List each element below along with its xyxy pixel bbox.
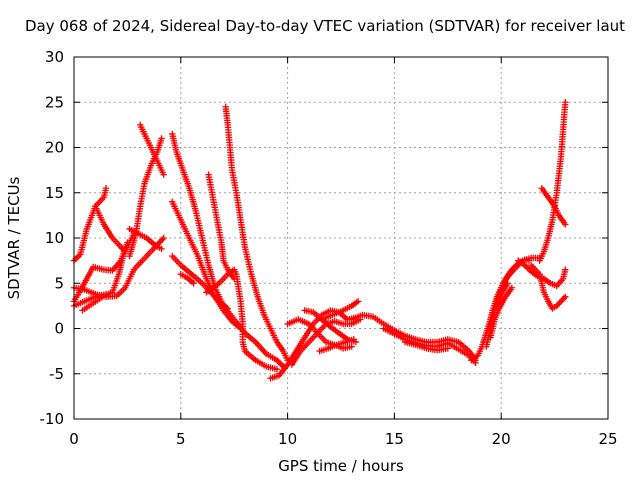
- series-track-x: [401, 338, 451, 354]
- x-tick-label: 10: [278, 430, 297, 448]
- x-tick-label: 20: [492, 430, 511, 448]
- data-point: [102, 290, 110, 298]
- x-tick-label: 5: [176, 430, 186, 448]
- x-tick-label: 25: [598, 430, 617, 448]
- data-point: [158, 135, 165, 142]
- x-axis-label: GPS time / hours: [278, 457, 404, 475]
- y-tick-label: 20: [45, 139, 64, 157]
- y-tick-label: 30: [45, 48, 64, 66]
- plot-frame: [73, 56, 609, 420]
- series-track-k: [169, 252, 231, 312]
- data-point: [160, 234, 167, 242]
- series-track-a: [70, 185, 110, 264]
- y-tick-label: 10: [45, 229, 64, 247]
- data-point: [190, 280, 197, 287]
- data-point: [562, 221, 569, 228]
- series-track-i: [169, 130, 287, 370]
- y-tick-label: 25: [45, 93, 64, 111]
- data-point: [525, 257, 533, 264]
- series-track-ad: [527, 261, 569, 312]
- y-tick-label: -10: [40, 410, 65, 428]
- y-tick-label: 5: [54, 274, 64, 292]
- data-point: [504, 280, 511, 287]
- data-point: [160, 171, 167, 178]
- series-track-ae: [536, 99, 569, 264]
- x-tick-label: 0: [69, 430, 79, 448]
- data-point: [122, 248, 129, 255]
- series-track-o: [203, 266, 281, 373]
- chart-title: Day 068 of 2024, Sidereal Day-to-day VTE…: [25, 17, 625, 35]
- series-track-l: [177, 271, 197, 287]
- data-series: [70, 99, 569, 382]
- series-track-af: [538, 185, 569, 228]
- series-track-t: [316, 336, 358, 355]
- series-track-u: [318, 298, 362, 323]
- data-point: [354, 298, 362, 305]
- data-point: [158, 245, 165, 253]
- data-point: [224, 305, 231, 312]
- data-point: [562, 293, 569, 301]
- y-tick-label: 0: [54, 320, 64, 338]
- series-track-n: [222, 103, 291, 364]
- series-track-v: [348, 311, 479, 364]
- data-point: [348, 343, 355, 350]
- series-track-ag: [70, 290, 110, 310]
- data-point: [562, 99, 569, 106]
- y-axis-label: SDTVAR / TECUs: [5, 176, 23, 299]
- data-point: [444, 345, 451, 352]
- data-point: [102, 185, 110, 192]
- x-tick-label: 15: [385, 430, 404, 448]
- grid-lines: [74, 57, 608, 419]
- series-track-h: [137, 121, 167, 178]
- data-point: [508, 284, 516, 291]
- data-point: [350, 336, 358, 343]
- y-tick-label: -5: [49, 365, 64, 383]
- data-point: [472, 359, 479, 367]
- series-track-ab: [487, 284, 516, 341]
- series-track-e: [92, 203, 129, 255]
- data-point: [273, 366, 281, 373]
- y-tick-label: 15: [45, 184, 64, 202]
- data-point: [562, 266, 569, 273]
- x-tick-labels: 0 5 10 15 20 25: [69, 430, 617, 448]
- y-tick-labels: -10 -5 0 5 10 15 20 25 30: [40, 48, 65, 428]
